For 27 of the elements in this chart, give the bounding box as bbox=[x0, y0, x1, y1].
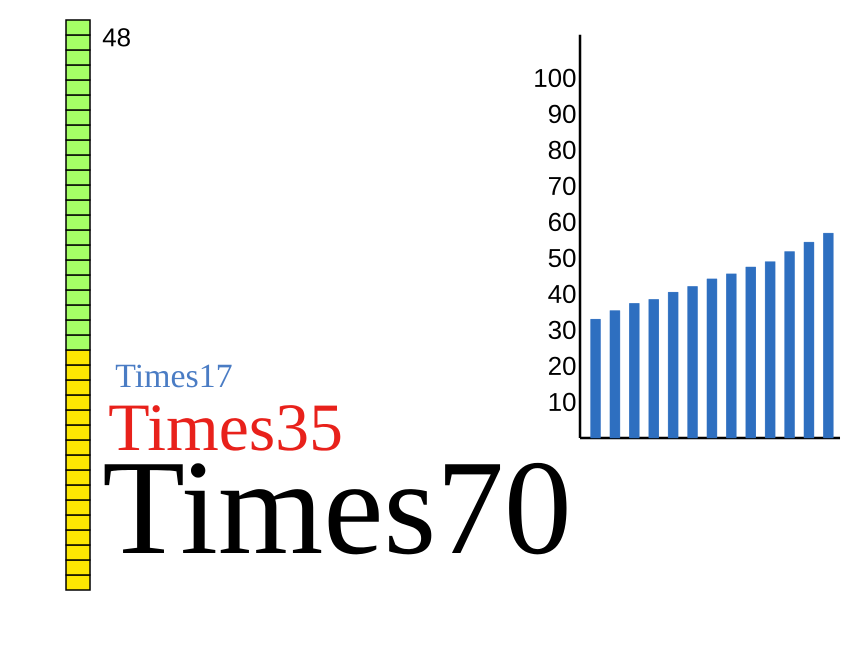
text: Times35 bbox=[109, 405, 340, 451]
bar bbox=[726, 274, 737, 438]
bar bbox=[746, 266, 756, 438]
bar bbox=[706, 278, 718, 438]
bar bbox=[610, 310, 620, 438]
y-tick-label: 30 bbox=[548, 320, 576, 340]
y-tick-label: 100 bbox=[535, 68, 576, 88]
text: Times17 bbox=[116, 364, 232, 388]
y-tick-label: 40 bbox=[548, 284, 576, 304]
text: Times70 bbox=[104, 462, 567, 554]
y-tick-label: 70 bbox=[549, 176, 576, 196]
bar bbox=[784, 251, 795, 438]
bar bbox=[648, 299, 659, 438]
text: 48 bbox=[102, 28, 130, 47]
bar bbox=[629, 303, 640, 438]
bar bbox=[823, 232, 834, 438]
bar bbox=[804, 242, 814, 438]
bar bbox=[590, 318, 601, 438]
y-tick-label: 50 bbox=[548, 248, 576, 268]
bar bbox=[668, 292, 678, 438]
y-tick-label: 60 bbox=[548, 212, 576, 232]
y-tick-label: 10 bbox=[550, 392, 576, 412]
bar bbox=[687, 286, 698, 438]
y-tick-label: 90 bbox=[548, 104, 576, 124]
y-tick-label: 20 bbox=[548, 356, 576, 376]
y-tick-label: 80 bbox=[548, 140, 576, 160]
bar bbox=[764, 261, 776, 438]
